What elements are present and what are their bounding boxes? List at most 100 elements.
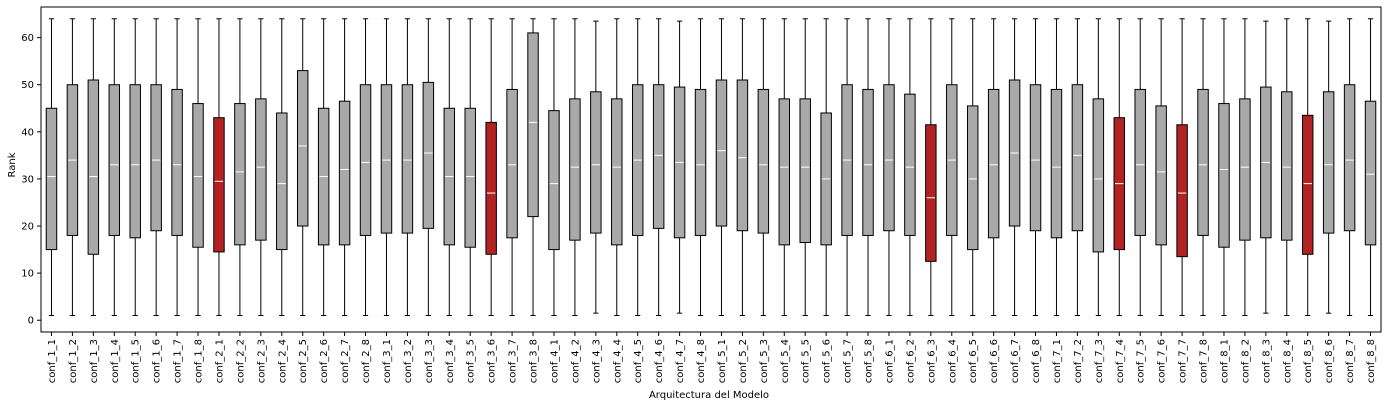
x-tick-label: conf_8_7 (1345, 339, 1356, 383)
box-iqr (715, 79, 728, 227)
x-tick-label: conf_3_1 (382, 339, 393, 383)
box-conf_5_8 (862, 18, 874, 317)
x-tick-label: conf_8_8 (1366, 339, 1377, 383)
box-iqr (506, 88, 518, 239)
box-conf_3_6 (485, 18, 497, 317)
box-conf_3_1 (380, 18, 393, 317)
box-conf_8_1 (1218, 18, 1230, 317)
box-iqr (778, 98, 791, 246)
box-conf_1_4 (108, 18, 121, 317)
box-iqr (234, 103, 246, 246)
box-iqr (757, 88, 770, 234)
y-axis: 0 10 20 30 40 50 60 (21, 33, 41, 327)
plot-area (45, 18, 1377, 317)
box-conf_2_4 (276, 18, 288, 317)
box-iqr (1343, 84, 1356, 232)
box-iqr (1134, 88, 1146, 236)
x-tick-label: conf_4_7 (675, 339, 686, 383)
box-iqr (359, 84, 372, 236)
box-conf_6_6 (987, 18, 1000, 317)
y-tick-label: 50 (21, 80, 34, 91)
box-conf_7_6 (1155, 18, 1167, 317)
box-iqr (380, 84, 393, 234)
y-axis-label: Rank (7, 152, 18, 177)
box-iqr (694, 88, 707, 236)
box-conf_8_8 (1364, 18, 1377, 317)
box-conf_6_2 (904, 18, 916, 317)
x-tick-label: conf_2_8 (361, 339, 372, 383)
box-conf_2_5 (296, 18, 309, 317)
x-tick-label: conf_7_8 (1199, 339, 1210, 383)
y-tick-label: 20 (21, 222, 34, 233)
box-iqr (192, 103, 204, 248)
box-iqr (338, 100, 351, 246)
box-conf_6_4 (946, 18, 958, 317)
box-iqr (171, 88, 183, 236)
box-iqr (150, 84, 162, 232)
x-tick-label: conf_6_4 (947, 339, 958, 383)
x-tick-label: conf_4_6 (654, 339, 665, 383)
box-iqr (108, 84, 121, 236)
box-conf_7_2 (1071, 18, 1084, 317)
box-conf_5_3 (757, 18, 770, 317)
y-tick-label: 30 (21, 174, 34, 185)
x-tick-label: conf_8_6 (1324, 339, 1335, 383)
box-conf_8_2 (1239, 18, 1251, 317)
x-tick-label: conf_2_6 (319, 339, 330, 383)
x-tick-label: conf_6_3 (926, 339, 937, 383)
box-iqr (213, 117, 225, 253)
box-conf_1_1 (45, 18, 58, 317)
box-conf_4_6 (652, 18, 665, 317)
box-iqr (485, 121, 497, 255)
box-conf_8_6 (1322, 20, 1335, 314)
box-iqr (87, 79, 100, 255)
box-iqr (401, 84, 414, 234)
x-tick-label: conf_1_8 (194, 339, 205, 383)
box-conf_6_8 (1029, 18, 1042, 317)
box-iqr (1155, 105, 1167, 246)
box-iqr (1322, 91, 1335, 234)
box-conf_5_1 (715, 18, 728, 317)
box-conf_2_3 (255, 18, 267, 317)
box-conf_3_3 (422, 18, 435, 317)
x-tick-label: conf_3_4 (445, 339, 456, 383)
box-iqr (611, 98, 623, 246)
box-conf_4_4 (611, 18, 623, 317)
box-conf_2_8 (359, 18, 372, 317)
x-tick-label: conf_1_3 (89, 339, 100, 383)
x-tick-label: conf_5_1 (717, 339, 728, 383)
box-conf_5_6 (820, 18, 832, 317)
x-tick-label: conf_4_5 (633, 339, 644, 383)
box-conf_6_3 (925, 18, 937, 317)
x-tick-label: conf_3_3 (424, 339, 435, 383)
x-tick-label: conf_1_2 (68, 339, 79, 383)
box-conf_3_5 (464, 18, 476, 317)
x-tick-label: conf_5_8 (864, 339, 875, 383)
box-iqr (129, 84, 141, 239)
x-tick-label: conf_1_4 (110, 339, 121, 383)
box-iqr (799, 98, 811, 244)
box-conf_7_4 (1113, 18, 1126, 317)
box-iqr (255, 98, 267, 241)
x-tick-label: conf_6_1 (884, 339, 895, 383)
x-tick-label: conf_6_6 (989, 339, 1000, 383)
box-conf_2_1 (213, 18, 225, 317)
x-tick-label: conf_8_2 (1240, 339, 1251, 383)
box-iqr (1050, 88, 1063, 239)
box-iqr (1197, 88, 1209, 236)
box-conf_1_6 (150, 18, 162, 317)
x-tick-label: conf_4_4 (612, 339, 623, 383)
y-tick-label: 40 (21, 127, 34, 138)
x-tick-label: conf_5_3 (759, 339, 770, 383)
box-iqr (590, 91, 602, 234)
x-tick-label: conf_6_7 (1010, 339, 1021, 383)
x-tick-label: conf_1_6 (152, 339, 163, 383)
box-conf_4_8 (694, 18, 707, 317)
box-iqr (569, 98, 581, 241)
x-tick-label: conf_3_2 (403, 339, 414, 383)
box-conf_7_5 (1134, 18, 1146, 317)
box-conf_4_7 (673, 20, 686, 314)
x-tick-label: conf_2_7 (340, 339, 351, 383)
box-conf_7_3 (1092, 18, 1105, 317)
